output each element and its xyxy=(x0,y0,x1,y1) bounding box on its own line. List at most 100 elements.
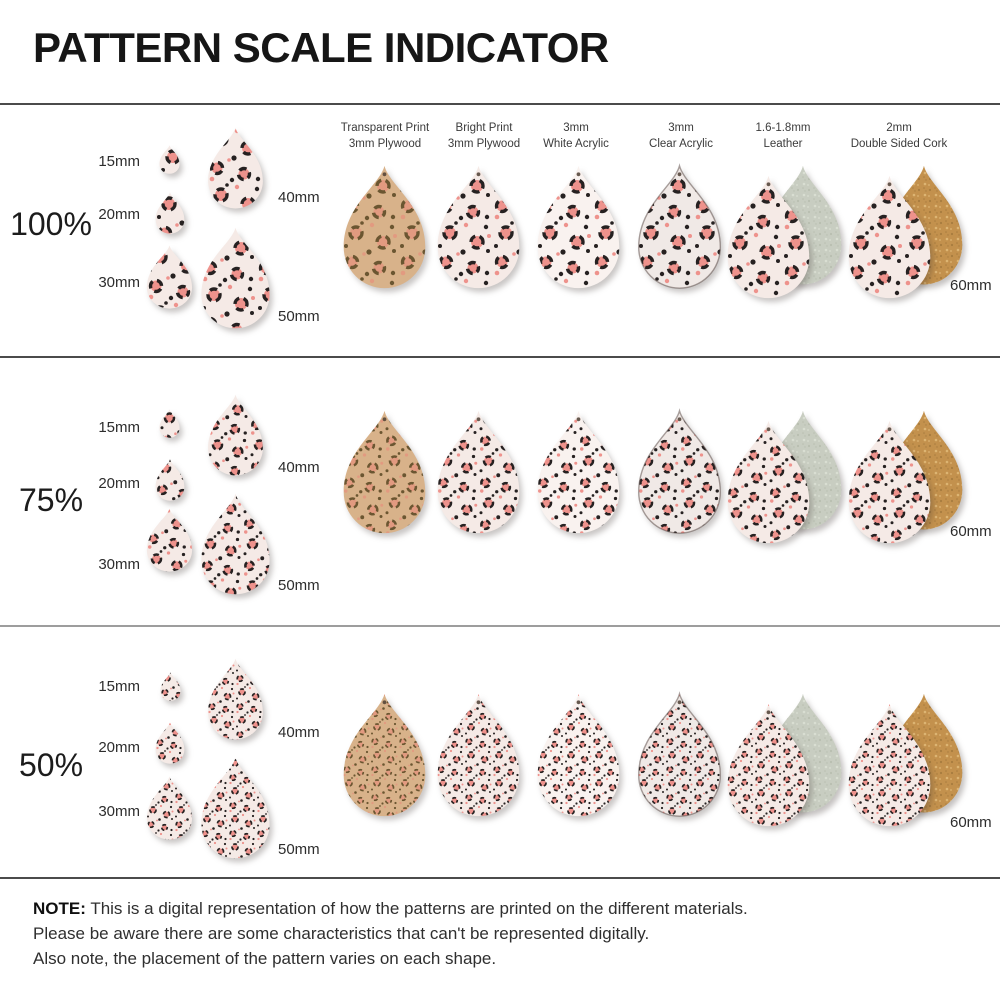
teardrop-15mm xyxy=(159,409,180,438)
teardrop-bright-plywood xyxy=(436,165,521,289)
teardrop-white-acrylic xyxy=(536,165,621,289)
material-header-leather: 1.6-1.8mm Leather xyxy=(713,121,853,152)
size-label-15mm: 15mm xyxy=(98,419,140,436)
teardrop-bright-plywood xyxy=(436,410,521,534)
teardrop-graphic xyxy=(146,776,193,840)
teardrop-leather-pair xyxy=(726,410,849,544)
teardrop-40mm xyxy=(207,394,264,476)
material-header-cork: 2mm Double Sided Cork xyxy=(829,121,969,152)
scale-row-100: 100% Transparent Print 3mm Plywood Brigh… xyxy=(0,104,1000,356)
teardrop-graphic xyxy=(343,410,426,534)
teardrop-graphic xyxy=(437,165,520,289)
scale-row-50: 50% 15mm 20mm 30mm 40mm 50mm 60mm xyxy=(0,627,1000,877)
material-header-line1: 1.6-1.8mm xyxy=(755,122,811,134)
teardrop-20mm xyxy=(155,192,185,234)
teardrop-graphic xyxy=(208,127,263,209)
teardrop-graphic xyxy=(437,410,520,534)
material-header-line2: Double Sided Cork xyxy=(850,137,948,150)
teardrop-30mm xyxy=(146,508,193,572)
page-title: PATTERN SCALE INDICATOR xyxy=(33,24,609,71)
size-label-15mm: 15mm xyxy=(98,678,140,695)
teardrop-graphic xyxy=(437,693,520,817)
note-line-2: Please be aware there are some character… xyxy=(33,924,650,943)
teardrop-cork-pair xyxy=(847,165,970,299)
size-label-40mm: 40mm xyxy=(278,189,320,206)
teardrop-white-acrylic xyxy=(536,693,621,817)
teardrop-50mm xyxy=(200,227,271,329)
teardrop-50mm xyxy=(200,493,271,595)
size-label-60mm: 60mm xyxy=(950,523,992,540)
size-label-60mm: 60mm xyxy=(950,277,992,294)
material-header-transparent-plywood: Transparent Print 3mm Plywood xyxy=(315,121,455,152)
size-label-30mm: 30mm xyxy=(98,274,140,291)
material-header-line1: Bright Print xyxy=(455,122,513,134)
teardrop-transparent-plywood xyxy=(342,165,427,289)
teardrop-graphic xyxy=(201,227,270,329)
teardrop-graphic xyxy=(155,722,185,764)
teardrop-graphic xyxy=(146,245,193,309)
material-header-line2: Clear Acrylic xyxy=(649,137,713,150)
material-header-line2: 3mm Plywood xyxy=(348,137,422,150)
teardrop-graphic xyxy=(848,410,963,544)
teardrop-graphic xyxy=(201,493,270,595)
size-label-50mm: 50mm xyxy=(278,841,320,858)
material-header-line1: 2mm xyxy=(886,122,912,134)
size-label-50mm: 50mm xyxy=(278,308,320,325)
material-header-clear-acrylic: 3mm Clear Acrylic xyxy=(611,121,751,152)
material-header-bright-plywood: Bright Print 3mm Plywood xyxy=(414,121,554,152)
material-header-line2: 3mm Plywood xyxy=(447,137,521,150)
teardrop-30mm xyxy=(146,776,193,840)
size-label-40mm: 40mm xyxy=(278,459,320,476)
teardrop-white-acrylic xyxy=(536,410,621,534)
teardrop-graphic xyxy=(537,410,620,534)
teardrop-graphic xyxy=(848,165,963,299)
teardrop-graphic xyxy=(208,658,263,740)
size-label-60mm: 60mm xyxy=(950,814,992,831)
teardrop-graphic xyxy=(637,408,722,534)
size-label-20mm: 20mm xyxy=(98,206,140,223)
teardrop-clear-acrylic xyxy=(637,691,722,817)
teardrop-graphic xyxy=(343,693,426,817)
teardrop-40mm xyxy=(207,127,264,209)
size-label-20mm: 20mm xyxy=(98,739,140,756)
teardrop-transparent-plywood xyxy=(342,693,427,817)
note-label: NOTE: xyxy=(33,899,86,918)
teardrop-graphic xyxy=(208,394,263,476)
size-label-15mm: 15mm xyxy=(98,153,140,170)
teardrop-clear-acrylic xyxy=(637,408,722,534)
teardrop-20mm xyxy=(155,459,185,501)
scale-label-50: 50% xyxy=(18,747,84,783)
teardrop-40mm xyxy=(207,658,264,740)
material-header-line2: White Acrylic xyxy=(543,137,609,150)
size-label-30mm: 30mm xyxy=(98,556,140,573)
divider-bottom xyxy=(0,877,1000,879)
divider-top xyxy=(0,103,1000,105)
teardrop-graphic xyxy=(637,691,722,817)
material-header-line1: 3mm xyxy=(563,122,589,134)
teardrop-cork-pair xyxy=(847,410,970,544)
teardrop-15mm xyxy=(160,672,181,701)
teardrop-leather-pair xyxy=(726,693,849,827)
teardrop-15mm xyxy=(159,145,180,174)
teardrop-bright-plywood xyxy=(436,693,521,817)
note-text-1: This is a digital representation of how … xyxy=(90,899,748,918)
material-header-white-acrylic: 3mm White Acrylic xyxy=(506,121,646,152)
teardrop-graphic xyxy=(155,192,185,234)
scale-label-75: 75% xyxy=(18,482,84,518)
note: NOTE: This is a digital representation o… xyxy=(33,896,748,971)
size-label-50mm: 50mm xyxy=(278,577,320,594)
teardrop-graphic xyxy=(160,672,181,701)
teardrop-graphic xyxy=(848,693,963,827)
teardrop-graphic xyxy=(159,409,180,438)
size-label-30mm: 30mm xyxy=(98,803,140,820)
size-label-20mm: 20mm xyxy=(98,475,140,492)
divider-row2-row3 xyxy=(0,625,1000,627)
teardrop-50mm xyxy=(200,757,271,859)
scale-row-75: 75% 15mm 20mm 30mm 40mm 50mm 60mm xyxy=(0,358,1000,625)
teardrop-cork-pair xyxy=(847,693,970,827)
teardrop-graphic xyxy=(727,165,842,299)
teardrop-20mm xyxy=(155,722,185,764)
note-line-3: Also note, the placement of the pattern … xyxy=(33,949,497,968)
material-header-line1: Transparent Print xyxy=(340,122,430,134)
